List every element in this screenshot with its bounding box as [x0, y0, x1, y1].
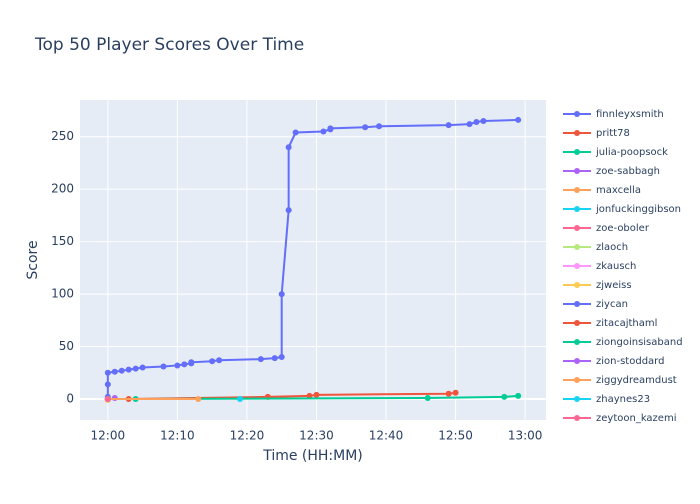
data-point — [285, 144, 292, 151]
data-point — [278, 354, 285, 361]
legend-marker — [574, 187, 580, 193]
data-point — [104, 381, 111, 388]
legend-marker — [574, 282, 580, 288]
plot-area — [80, 100, 546, 420]
legend-label: ziongoinsisaband — [596, 337, 683, 348]
legend-label: zitacajthaml — [596, 318, 657, 329]
data-point — [362, 124, 369, 131]
data-point — [473, 119, 480, 126]
data-point — [515, 116, 522, 123]
legend-marker — [574, 225, 580, 231]
data-point — [466, 121, 473, 128]
data-point — [313, 391, 320, 398]
data-point — [236, 396, 243, 403]
legend-marker — [574, 149, 580, 155]
data-point — [376, 123, 383, 130]
data-point — [104, 396, 111, 403]
legend-marker — [574, 377, 580, 383]
y-tick-label: 150 — [51, 234, 74, 248]
data-point — [445, 122, 452, 129]
legend-label: ziycan — [596, 299, 628, 310]
legend-label: ziggydreamdust — [596, 375, 677, 386]
y-tick-label: 250 — [51, 129, 74, 143]
legend-marker — [574, 111, 580, 117]
data-point — [188, 359, 195, 366]
x-axis-title: Time (HH:MM) — [262, 448, 363, 464]
data-point — [501, 393, 508, 400]
legend-marker — [574, 301, 580, 307]
legend-label: zkausch — [596, 261, 636, 272]
legend-marker — [574, 206, 580, 212]
data-point — [327, 125, 334, 132]
legend-marker — [574, 130, 580, 136]
data-point — [257, 356, 264, 363]
data-point — [118, 367, 125, 374]
legend-label: julia-poopsock — [595, 147, 668, 158]
legend-label: pritt78 — [596, 128, 630, 139]
data-point — [181, 361, 188, 368]
legend-label: jonfuckinggibson — [595, 204, 681, 215]
data-point — [132, 365, 139, 372]
y-tick-label: 200 — [51, 182, 74, 196]
series-line — [135, 394, 519, 401]
legend-label: zion-stoddard — [596, 356, 664, 367]
data-point — [424, 394, 431, 401]
x-tick-label: 12:40 — [369, 429, 404, 443]
data-point — [445, 390, 452, 397]
legend-marker — [574, 339, 580, 345]
legend-marker — [574, 415, 580, 421]
data-point — [209, 358, 216, 365]
chart-title: Top 50 Player Scores Over Time — [34, 35, 304, 55]
legend-label: zlaoch — [596, 242, 628, 253]
y-tick-label: 50 — [59, 339, 74, 353]
data-point — [285, 207, 292, 214]
legend-label: zjweiss — [596, 280, 632, 291]
data-point — [104, 369, 111, 376]
data-point — [271, 355, 278, 362]
x-tick-label: 12:30 — [299, 429, 334, 443]
data-point — [515, 392, 522, 399]
x-tick-label: 12:50 — [438, 429, 473, 443]
data-point — [160, 363, 167, 370]
data-point — [174, 362, 181, 369]
legend-marker — [574, 320, 580, 326]
x-tick-label: 13:00 — [508, 429, 543, 443]
legend-label: zoe-sabbagh — [596, 166, 660, 177]
legend-label: zoe-oboler — [596, 223, 650, 234]
legend-marker — [574, 168, 580, 174]
data-point — [320, 128, 327, 135]
x-tick-label: 12:20 — [230, 429, 265, 443]
data-point — [216, 357, 223, 364]
y-tick-label: 0 — [66, 392, 74, 406]
data-point — [111, 394, 118, 401]
legend-marker — [574, 358, 580, 364]
legend-label: finnleyxsmith — [596, 109, 664, 120]
legend-marker — [574, 396, 580, 402]
data-point — [480, 117, 487, 124]
data-point — [292, 129, 299, 136]
y-tick-label: 100 — [51, 287, 74, 301]
data-point — [452, 389, 459, 396]
legend-label: zeytoon_kazemi — [596, 413, 676, 424]
data-point — [111, 368, 118, 375]
data-point — [278, 291, 285, 298]
y-axis-title: Score — [25, 240, 41, 279]
data-point — [125, 366, 132, 373]
data-point — [195, 396, 202, 403]
legend-marker — [574, 244, 580, 250]
data-point — [306, 392, 313, 399]
data-point — [139, 364, 146, 371]
legend-marker — [574, 263, 580, 269]
legend-label: maxcella — [596, 185, 641, 196]
legend-label: zhaynes23 — [596, 394, 650, 405]
x-tick-label: 12:10 — [160, 429, 195, 443]
x-tick-label: 12:00 — [91, 429, 126, 443]
